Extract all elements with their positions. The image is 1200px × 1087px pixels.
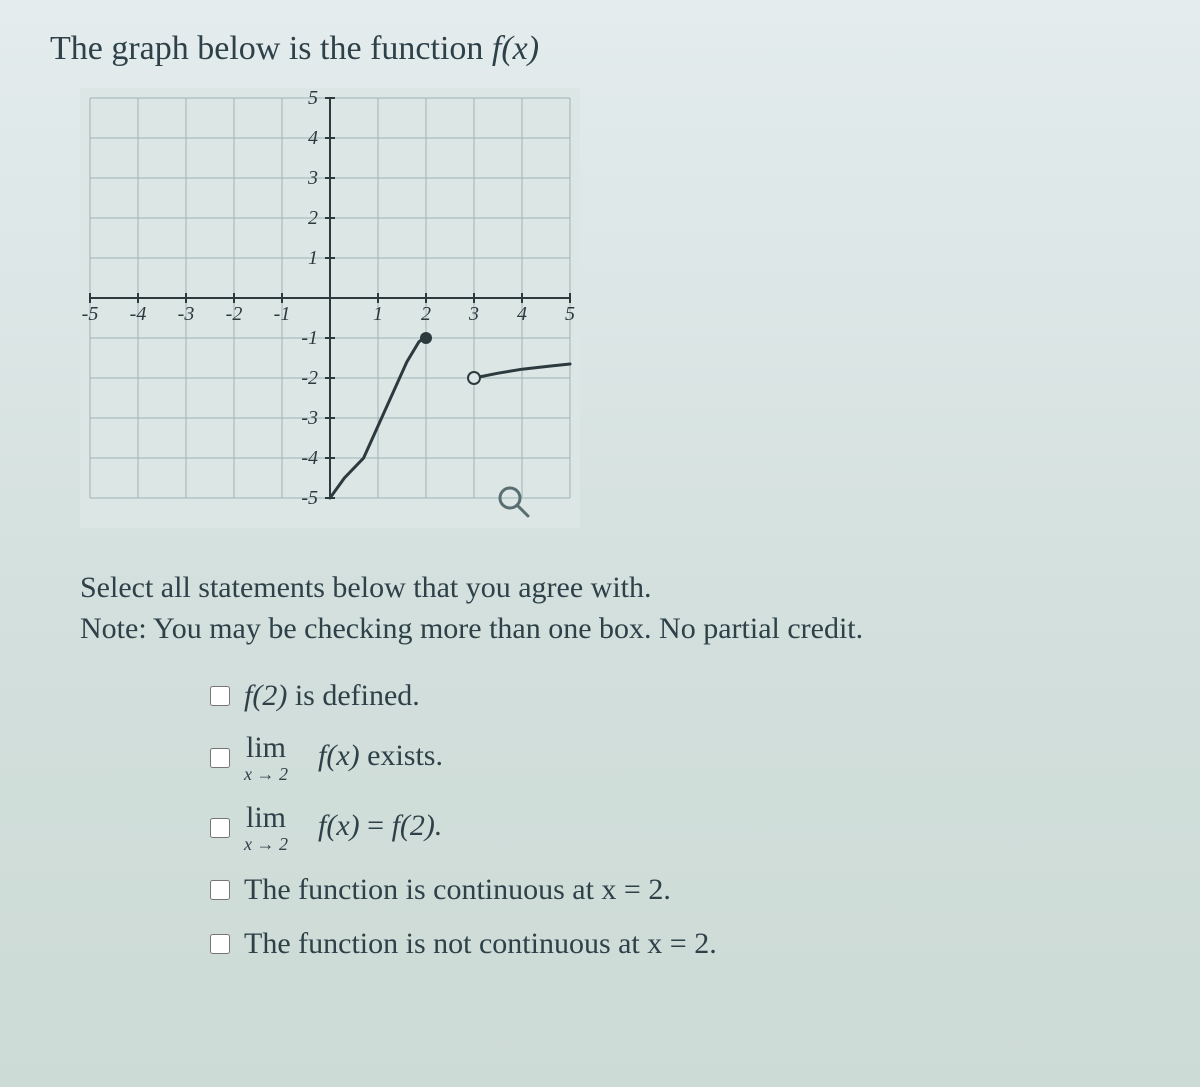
lim-word: lim <box>246 733 286 763</box>
option-1[interactable]: f(2) is defined. <box>210 679 1150 713</box>
option-1-checkbox[interactable] <box>210 686 230 706</box>
option-3-f2: f(2). <box>392 809 443 842</box>
option-2-rest: exists. <box>360 739 443 772</box>
option-5-label: The function is not continuous at x = 2. <box>244 927 717 961</box>
function-graph: -5 -4 -3 -2 -1 1 2 3 4 5 -5 -4 -3 -2 -1 1 2 3 4 5 <box>80 88 1150 528</box>
svg-text:4: 4 <box>517 303 527 325</box>
svg-text:-4: -4 <box>130 303 147 325</box>
option-1-fx: f(2) <box>244 679 287 712</box>
svg-text:-1: -1 <box>301 327 318 349</box>
lim-sub: x → 2 <box>244 765 288 783</box>
svg-text:4: 4 <box>308 127 318 149</box>
title-prefix: The graph below is the function <box>50 30 492 67</box>
option-4-label: The function is continuous at x = 2. <box>244 873 671 907</box>
svg-text:-1: -1 <box>274 303 291 325</box>
question-page: The graph below is the function f(x) -5-… <box>0 0 1200 1087</box>
answer-options: f(2) is defined. lim x → 2 f(x) exists. … <box>210 679 1150 961</box>
prompt-line-2: Note: You may be checking more than one … <box>80 609 1150 650</box>
svg-text:-3: -3 <box>178 303 195 325</box>
option-1-rest: is defined. <box>287 679 419 712</box>
option-3-eq: = <box>360 809 392 842</box>
prompt-line-1: Select all statements below that you agr… <box>80 568 1150 609</box>
svg-text:-4: -4 <box>301 447 318 469</box>
lim-sub: x → 2 <box>244 835 288 853</box>
svg-text:-5: -5 <box>82 303 99 325</box>
option-2-label: lim x → 2 f(x) exists. <box>244 733 443 783</box>
option-1-label: f(2) is defined. <box>244 679 420 713</box>
option-5[interactable]: The function is not continuous at x = 2. <box>210 927 1150 961</box>
option-2-fx: f(x) <box>318 739 360 772</box>
option-4-checkbox[interactable] <box>210 880 230 900</box>
svg-text:3: 3 <box>307 167 318 189</box>
svg-text:-2: -2 <box>301 367 318 389</box>
svg-text:-2: -2 <box>226 303 243 325</box>
chart-svg: -5 -4 -3 -2 -1 1 2 3 4 5 -5 -4 -3 -2 -1 1 2 3 4 5 <box>80 88 580 528</box>
svg-text:5: 5 <box>565 303 575 325</box>
limit-notation: lim x → 2 <box>244 733 288 783</box>
title-function: f(x) <box>492 30 539 67</box>
svg-text:3: 3 <box>468 303 479 325</box>
lim-word: lim <box>246 803 286 833</box>
option-3-fx: f(x) <box>318 809 360 842</box>
option-3-label: lim x → 2 f(x) = f(2). <box>244 803 442 853</box>
option-3[interactable]: lim x → 2 f(x) = f(2). <box>210 803 1150 853</box>
svg-text:1: 1 <box>373 303 383 325</box>
option-2[interactable]: lim x → 2 f(x) exists. <box>210 733 1150 783</box>
svg-text:2: 2 <box>421 303 431 325</box>
svg-text:-3: -3 <box>301 407 318 429</box>
question-title: The graph below is the function f(x) <box>50 30 1150 68</box>
svg-text:5: 5 <box>308 88 318 109</box>
option-2-checkbox[interactable] <box>210 748 230 768</box>
instructions: Select all statements below that you agr… <box>80 568 1150 649</box>
svg-text:1: 1 <box>308 247 318 269</box>
option-5-checkbox[interactable] <box>210 934 230 954</box>
option-3-checkbox[interactable] <box>210 818 230 838</box>
limit-notation: lim x → 2 <box>244 803 288 853</box>
svg-text:2: 2 <box>308 207 318 229</box>
svg-text:-5: -5 <box>301 487 318 509</box>
option-4[interactable]: The function is continuous at x = 2. <box>210 873 1150 907</box>
